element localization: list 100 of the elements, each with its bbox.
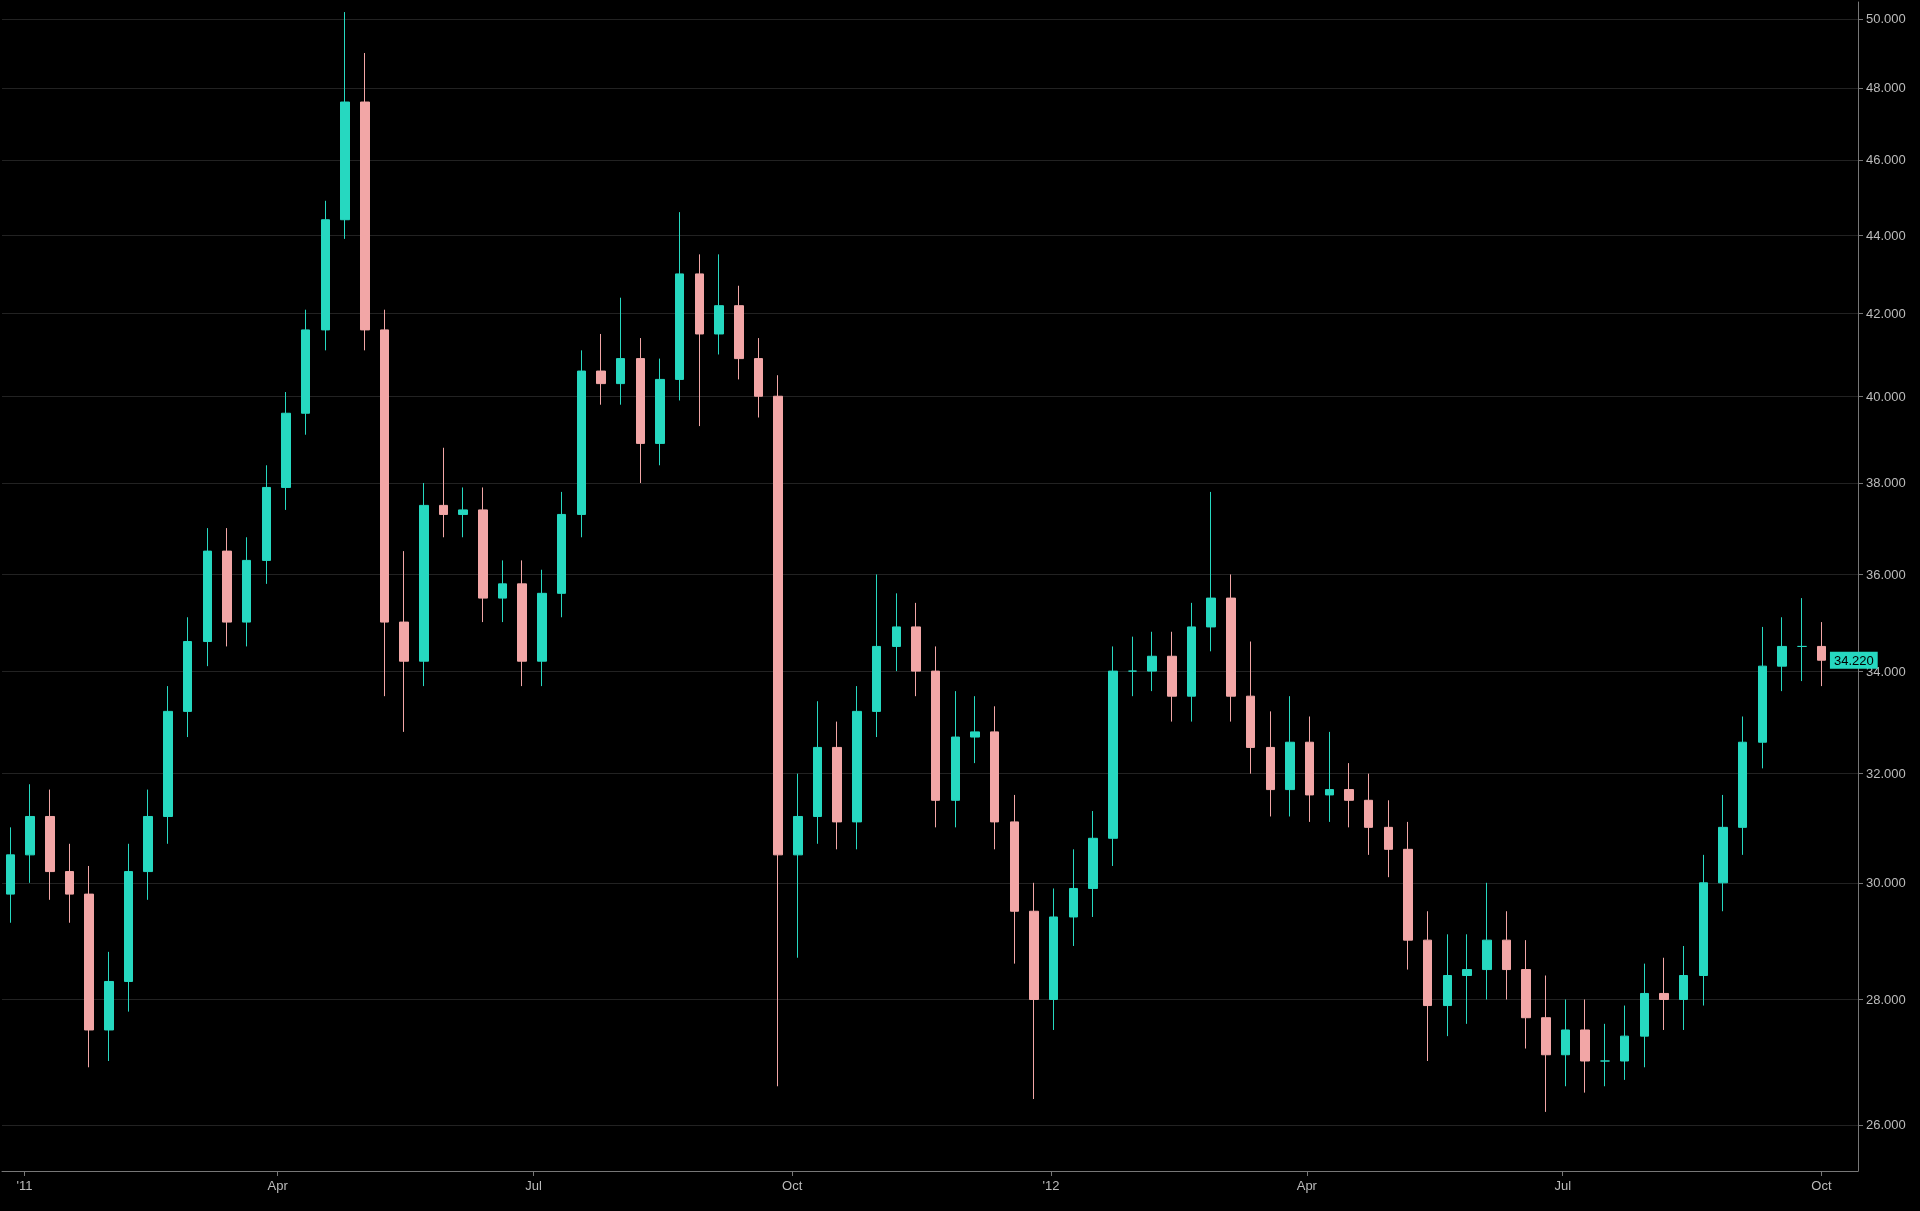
candlestick [1010, 794, 1019, 965]
candlestick [1344, 762, 1354, 828]
x-tick-label: Apr [1296, 1178, 1318, 1193]
candlestick [734, 285, 744, 380]
candlestick [517, 559, 527, 687]
candlestick [380, 309, 389, 697]
candlestick [242, 536, 251, 647]
candlestick [577, 349, 586, 538]
candlestick [1325, 731, 1334, 823]
candlestick [45, 789, 55, 901]
y-tick-label: 38.000 [1866, 475, 1906, 491]
y-tick-label: 50.000 [1866, 11, 1906, 27]
candlestick [1187, 602, 1196, 723]
candlestick [1679, 945, 1688, 1031]
candlestick [1758, 626, 1767, 769]
candlestick [321, 200, 330, 351]
x-tick-label: Jul [1554, 1178, 1572, 1193]
candlestick [773, 374, 783, 1087]
candlestick [1364, 773, 1373, 856]
candlestick [498, 559, 507, 623]
y-tick-label: 28.000 [1866, 992, 1906, 1007]
candlestick [1384, 799, 1393, 878]
candlestick [675, 211, 684, 401]
y-tick-label: 42.000 [1866, 306, 1906, 322]
candlestick [1482, 882, 1492, 1000]
candlestick [1620, 1005, 1629, 1081]
candlestick [25, 783, 35, 884]
y-tick-label: 46.000 [1866, 152, 1906, 168]
candlestick [1738, 715, 1747, 856]
candlestick [1640, 963, 1649, 1068]
candlestick [419, 482, 429, 687]
candlestick [655, 358, 665, 466]
candlestick [1147, 631, 1157, 692]
candlestick [203, 527, 212, 667]
candlestick [163, 685, 173, 845]
candlestick [537, 569, 547, 687]
candlestick [281, 391, 291, 511]
x-tick-label: '12 [1042, 1178, 1060, 1193]
candlestick [124, 843, 133, 1013]
candlestick [65, 843, 74, 924]
candlestick [714, 253, 724, 355]
candlestick [1266, 710, 1275, 817]
candlestick [852, 685, 862, 850]
candlestick [931, 645, 940, 828]
candlestick [1718, 794, 1728, 912]
y-tick-label: 40.000 [1866, 388, 1906, 404]
candlestick [6, 826, 15, 924]
candlestick [813, 700, 822, 845]
annotation: 34.220 [1833, 652, 1874, 668]
candlestick [458, 486, 468, 538]
candlestick [1443, 933, 1452, 1037]
candlestick [1108, 645, 1118, 867]
candlestick [340, 11, 350, 240]
candlestick [1580, 999, 1590, 1094]
candlestick [1699, 854, 1708, 1007]
candlestick [1069, 848, 1078, 947]
candlestick [793, 773, 803, 959]
candlestick [1797, 597, 1807, 682]
candlestick [1502, 910, 1511, 1000]
candlestick [1128, 636, 1137, 697]
x-tick-label: Apr [267, 1178, 289, 1193]
candlestick [1226, 573, 1236, 723]
candlestick [1659, 957, 1669, 1031]
candlestick [596, 333, 606, 406]
candlestick [1521, 939, 1531, 1050]
candlestick [1246, 641, 1255, 775]
candlestick [1088, 810, 1098, 918]
candlestick [1561, 999, 1570, 1087]
y-tick-label: 26.000 [1866, 1117, 1906, 1133]
candlestick [1167, 631, 1177, 723]
candlestick [970, 695, 980, 764]
candlestick [222, 527, 232, 647]
candlestick [399, 550, 409, 733]
candlestick [1817, 621, 1826, 687]
candlestick [892, 592, 901, 672]
candlestick [832, 721, 842, 850]
candlestick [143, 789, 153, 901]
y-tick-label: 36.000 [1866, 566, 1906, 582]
candlestick [1285, 695, 1295, 817]
candlestick [616, 297, 625, 406]
y-tick-label: 32.000 [1866, 766, 1906, 782]
candlestick [1462, 933, 1472, 1025]
candlestick [1403, 821, 1413, 971]
candlestick [911, 602, 921, 697]
candlestick [695, 253, 704, 427]
candlestick [557, 491, 566, 618]
x-tick-label: '11 [16, 1178, 33, 1193]
candlestick [1029, 882, 1039, 1100]
candlestick [104, 951, 114, 1062]
y-tick-label: 30.000 [1866, 875, 1906, 891]
x-tick-label: Jul [525, 1178, 542, 1193]
candlestick [439, 447, 448, 538]
candlestick [1206, 491, 1216, 652]
candlestick [636, 337, 645, 484]
x-tick-label: Oct [782, 1178, 803, 1193]
candlestick [478, 486, 488, 623]
candlestick [360, 52, 370, 351]
candlestick [1600, 1023, 1610, 1087]
candlestick [1541, 975, 1551, 1113]
candlestick [301, 309, 310, 436]
